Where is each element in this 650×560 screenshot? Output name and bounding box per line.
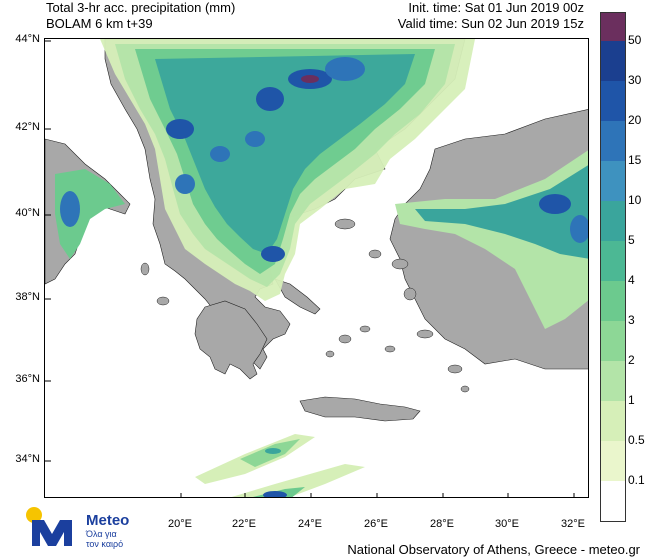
- logo-tagline-1: Όλα για: [86, 529, 117, 539]
- legend-label: 2: [628, 353, 635, 367]
- lat-label-40: 40°N: [15, 207, 40, 219]
- lon-label-32: 32°E: [561, 518, 585, 530]
- lat-label-36: 36°N: [15, 373, 40, 385]
- legend-label: 30: [628, 73, 642, 87]
- lat-label-44: 44°N: [15, 33, 40, 45]
- land-evia: [274, 278, 321, 315]
- precipitation-map: [44, 38, 589, 498]
- legend-cell: [601, 441, 625, 481]
- precipitation-field: [55, 39, 588, 497]
- precipitation-legend: [600, 12, 626, 522]
- footer-credit: National Observatory of Athens, Greece -…: [347, 542, 640, 557]
- legend-cell: [601, 321, 625, 361]
- legend-label: 20: [628, 113, 642, 127]
- lon-label-28: 28°E: [430, 518, 454, 530]
- legend-label: 50: [628, 33, 642, 47]
- map-title: Total 3-hr acc. precipitation (mm): [46, 0, 236, 15]
- legend-cell: [601, 241, 625, 281]
- lat-label-38: 38°N: [15, 291, 40, 303]
- legend-label: 0.1: [628, 473, 645, 487]
- lon-label-30: 30°E: [495, 518, 519, 530]
- meteo-logo: Meteo Όλα για τον καιρό: [22, 506, 182, 552]
- legend-label: 4: [628, 273, 635, 287]
- legend-cell: [601, 361, 625, 401]
- legend-cell: [601, 41, 625, 81]
- lon-label-22: 22°E: [232, 518, 256, 530]
- legend-label: 3: [628, 313, 635, 327]
- legend-cell: [601, 281, 625, 321]
- legend-cell: [601, 201, 625, 241]
- legend-label: 0.5: [628, 433, 645, 447]
- aegean-islands: [140, 218, 470, 393]
- legend-cell: [601, 481, 625, 521]
- map-canvas: [45, 39, 588, 497]
- init-time: Init. time: Sat 01 Jun 2019 00z: [408, 0, 584, 15]
- valid-time: Valid time: Sun 02 Jun 2019 15z: [397, 16, 584, 31]
- model-subtitle: BOLAM 6 km t+39: [46, 16, 153, 31]
- logo-brand: Meteo: [86, 512, 130, 529]
- land-crete: [299, 396, 421, 422]
- legend-label: 5: [628, 233, 635, 247]
- lat-label-34: 34°N: [15, 453, 40, 465]
- legend-cell: [601, 161, 625, 201]
- legend-cell: [601, 401, 625, 441]
- land-peloponnese: [194, 300, 268, 380]
- legend-label: 10: [628, 193, 642, 207]
- meteo-logo-mark: [26, 507, 72, 546]
- legend-cell: [601, 81, 625, 121]
- lon-label-24: 24°E: [298, 518, 322, 530]
- graticule: [45, 40, 575, 497]
- legend-label: 15: [628, 153, 642, 167]
- legend-cell: [601, 121, 625, 161]
- lat-label-42: 42°N: [15, 121, 40, 133]
- legend-cell-max: [601, 13, 625, 41]
- lon-label-20: 20°E: [168, 518, 192, 530]
- logo-tagline-2: τον καιρό: [86, 539, 124, 549]
- lon-label-26: 26°E: [364, 518, 388, 530]
- legend-label: 1: [628, 393, 635, 407]
